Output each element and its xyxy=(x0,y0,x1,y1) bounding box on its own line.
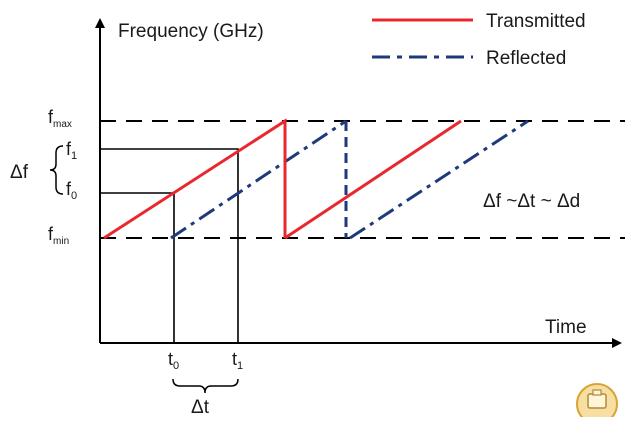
f1-t1-projection xyxy=(100,148,239,343)
badge-icon xyxy=(576,383,618,422)
f1-label: f1 xyxy=(66,139,77,162)
fmin-label: fmin xyxy=(48,224,69,247)
delta-f-label: Δf xyxy=(10,162,29,183)
x-axis-label: Time xyxy=(545,317,587,338)
transmitted-signal xyxy=(103,118,462,240)
delta-f-brace xyxy=(49,145,64,195)
t1-label: t1 xyxy=(232,349,243,372)
relation-label: Δf ~Δt ~ Δd xyxy=(483,191,580,212)
reflected-ramp-2 xyxy=(349,119,529,240)
fmax-label: fmax xyxy=(48,107,72,130)
delta-t-label: Δt xyxy=(191,397,210,417)
delta-t-brace xyxy=(172,378,239,394)
f0-label: f0 xyxy=(66,179,77,202)
reflected-signal xyxy=(170,119,529,240)
legend-reflected-label: Reflected xyxy=(486,48,566,69)
legend-transmitted-label: Transmitted xyxy=(486,11,586,32)
transmitted-ramp-1 xyxy=(103,118,287,240)
y-axis-label: Frequency (GHz) xyxy=(118,21,264,42)
reflected-ramp-1 xyxy=(170,119,347,240)
legend: Transmitted Reflected xyxy=(372,11,586,69)
t0-label: t0 xyxy=(168,349,179,372)
transmitted-ramp-2 xyxy=(284,119,462,240)
